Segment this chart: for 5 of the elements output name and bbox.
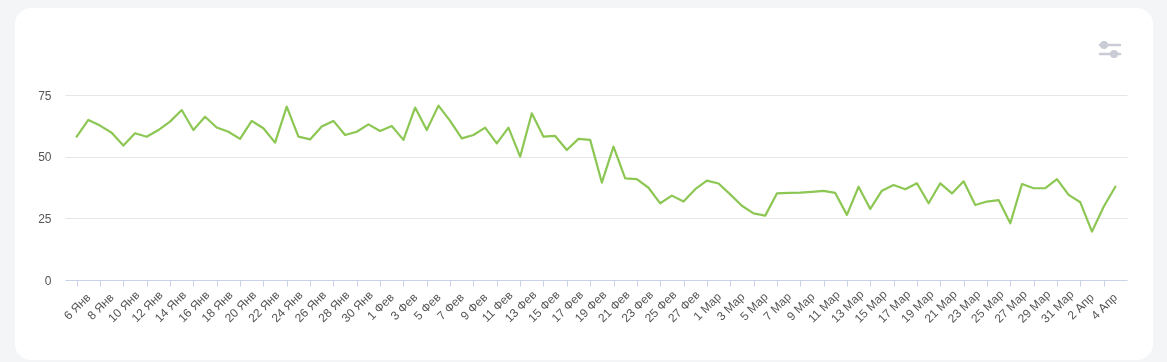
- line-series: [75, 104, 1117, 233]
- y-tick-label: 50: [38, 150, 52, 165]
- y-tick-label: 75: [38, 88, 52, 103]
- y-tick-label: 25: [38, 211, 52, 226]
- y-tick-label: 0: [44, 273, 52, 288]
